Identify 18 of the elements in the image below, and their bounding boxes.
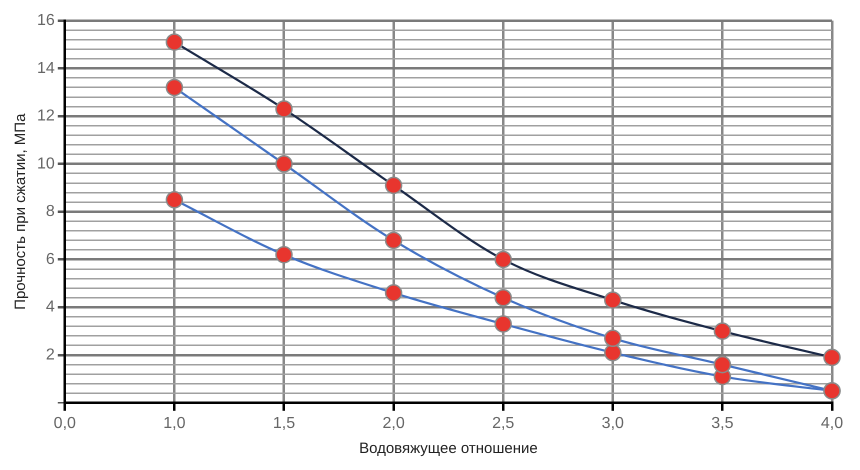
x-tick-label: 4,0 (820, 414, 844, 432)
x-tick-label: 3,0 (602, 414, 624, 432)
y-axis-title: Прочность при сжатии, МПа (12, 112, 30, 310)
x-tick-label: 2,5 (492, 414, 514, 432)
x-tick-label: 1,0 (163, 414, 186, 432)
x-axis-title: Водовяжущее отношение (359, 440, 538, 458)
x-tick-label: 1,5 (272, 414, 296, 432)
x-tick-label: 3,5 (711, 414, 734, 432)
y-tick-label: 16 (37, 12, 55, 30)
y-tick-label: 14 (37, 60, 55, 77)
y-tick-label: 6 (46, 250, 55, 268)
y-tick-label: 4 (46, 298, 55, 316)
x-tick-label: 0,0 (54, 414, 76, 432)
x-tick-label: 2,0 (382, 414, 405, 432)
y-tick-label: 8 (46, 203, 55, 220)
y-tick-label: 12 (37, 108, 55, 125)
y-tick-label: 2 (46, 346, 55, 364)
y-tick-label: 10 (37, 155, 55, 172)
